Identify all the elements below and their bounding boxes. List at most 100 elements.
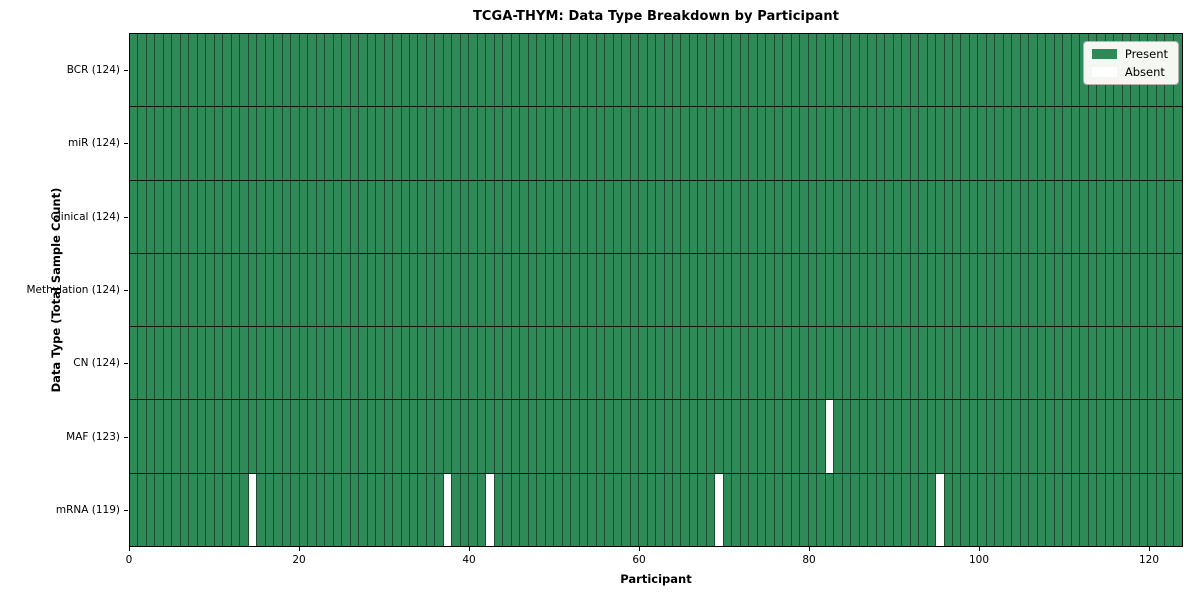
cell-present bbox=[732, 327, 741, 400]
cell-present bbox=[130, 180, 139, 253]
cell-present bbox=[630, 473, 640, 546]
cell-present bbox=[919, 34, 928, 107]
cell-present bbox=[893, 107, 903, 180]
cell-present bbox=[868, 400, 877, 473]
cell-present bbox=[902, 327, 911, 400]
cell-present bbox=[180, 253, 190, 327]
cell-present bbox=[910, 107, 920, 180]
cell-present bbox=[1020, 400, 1030, 473]
cell-present bbox=[520, 180, 529, 253]
cell-present bbox=[885, 473, 894, 546]
cell-present bbox=[834, 253, 843, 327]
cell-present bbox=[537, 327, 546, 400]
cell-present bbox=[231, 253, 241, 327]
cell-present bbox=[1156, 107, 1166, 180]
cell-present bbox=[1046, 253, 1055, 327]
cell-present bbox=[639, 327, 648, 400]
cell-present bbox=[613, 400, 623, 473]
cell-present bbox=[995, 253, 1004, 327]
cell-present bbox=[706, 327, 716, 400]
cell-present bbox=[333, 400, 343, 473]
cell-present bbox=[138, 107, 147, 180]
cell-present bbox=[1131, 253, 1140, 327]
cell-present bbox=[545, 473, 555, 546]
cell-present bbox=[316, 180, 326, 253]
cell-present bbox=[689, 327, 699, 400]
cell-present bbox=[681, 180, 690, 253]
cell-present bbox=[791, 34, 801, 107]
cell-present bbox=[418, 253, 427, 327]
cell-present bbox=[477, 253, 487, 327]
cell-present bbox=[723, 400, 733, 473]
cell-present bbox=[562, 327, 572, 400]
cell-present bbox=[460, 107, 470, 180]
cell-present bbox=[443, 107, 453, 180]
cell-present bbox=[723, 180, 733, 253]
cell-present bbox=[969, 327, 979, 400]
cell-present bbox=[1071, 107, 1081, 180]
cell-present bbox=[1029, 253, 1038, 327]
cell-present bbox=[350, 473, 360, 546]
cell-present bbox=[723, 107, 733, 180]
cell-present bbox=[817, 180, 826, 253]
cell-present bbox=[1173, 253, 1182, 327]
cell-present bbox=[562, 34, 572, 107]
cell-present bbox=[265, 400, 275, 473]
cell-present bbox=[774, 327, 784, 400]
cell-present bbox=[299, 327, 309, 400]
cell-present bbox=[367, 107, 377, 180]
cell-present bbox=[206, 253, 215, 327]
cell-present bbox=[401, 34, 410, 107]
y-tick-mark bbox=[124, 70, 128, 71]
cell-present bbox=[1063, 473, 1072, 546]
cell-present bbox=[1097, 400, 1106, 473]
cell-present bbox=[808, 180, 818, 253]
cell-present bbox=[477, 473, 487, 546]
cell-present bbox=[579, 400, 589, 473]
cell-present bbox=[936, 327, 945, 400]
cell-present bbox=[342, 327, 351, 400]
cell-present bbox=[1148, 253, 1157, 327]
cell-present bbox=[1063, 400, 1072, 473]
cell-present bbox=[214, 180, 224, 253]
cell-present bbox=[172, 473, 181, 546]
cell-present bbox=[927, 180, 937, 253]
cell-present bbox=[460, 34, 470, 107]
cell-present bbox=[842, 473, 852, 546]
cell-present bbox=[426, 400, 436, 473]
cell-present bbox=[223, 327, 232, 400]
cell-present bbox=[1088, 107, 1098, 180]
cell-present bbox=[639, 253, 648, 327]
cell-present bbox=[740, 34, 750, 107]
cell-present bbox=[834, 473, 843, 546]
cell-present bbox=[146, 253, 156, 327]
cell-present bbox=[528, 180, 538, 253]
cell-present bbox=[876, 34, 886, 107]
cell-present bbox=[1046, 107, 1055, 180]
x-tick-mark bbox=[128, 547, 130, 551]
cell-present bbox=[1088, 473, 1098, 546]
cell-present bbox=[1037, 400, 1047, 473]
cell-present bbox=[732, 34, 741, 107]
cell-present bbox=[893, 253, 903, 327]
cell-present bbox=[851, 253, 860, 327]
cell-present bbox=[944, 107, 953, 180]
cell-present bbox=[1139, 327, 1149, 400]
cell-present bbox=[545, 253, 555, 327]
cell-present bbox=[155, 253, 164, 327]
cell-present bbox=[978, 107, 987, 180]
cell-present bbox=[1173, 107, 1182, 180]
cell-present bbox=[910, 400, 920, 473]
cell-present bbox=[486, 253, 495, 327]
cell-present bbox=[562, 400, 572, 473]
cell-present bbox=[469, 34, 478, 107]
cell-present bbox=[961, 180, 970, 253]
cell-present bbox=[588, 327, 597, 400]
cell-present bbox=[927, 34, 937, 107]
cell-absent bbox=[936, 473, 945, 546]
cell-present bbox=[282, 253, 292, 327]
cell-present bbox=[1046, 473, 1055, 546]
cell-present bbox=[163, 180, 173, 253]
cell-present bbox=[766, 327, 775, 400]
cell-present bbox=[995, 327, 1004, 400]
